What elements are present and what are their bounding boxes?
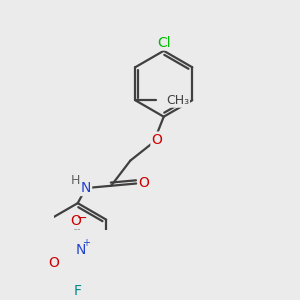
Text: O: O <box>139 176 149 190</box>
Text: N: N <box>76 243 86 257</box>
Text: N: N <box>81 181 91 195</box>
Text: −: − <box>77 212 88 225</box>
Text: H: H <box>71 174 81 187</box>
Text: O: O <box>152 133 162 147</box>
Text: CH₃: CH₃ <box>166 94 189 107</box>
Text: Cl: Cl <box>157 36 170 50</box>
Text: +: + <box>82 238 90 248</box>
Text: F: F <box>74 284 82 298</box>
Text: O: O <box>48 256 59 270</box>
Text: O: O <box>70 214 81 229</box>
